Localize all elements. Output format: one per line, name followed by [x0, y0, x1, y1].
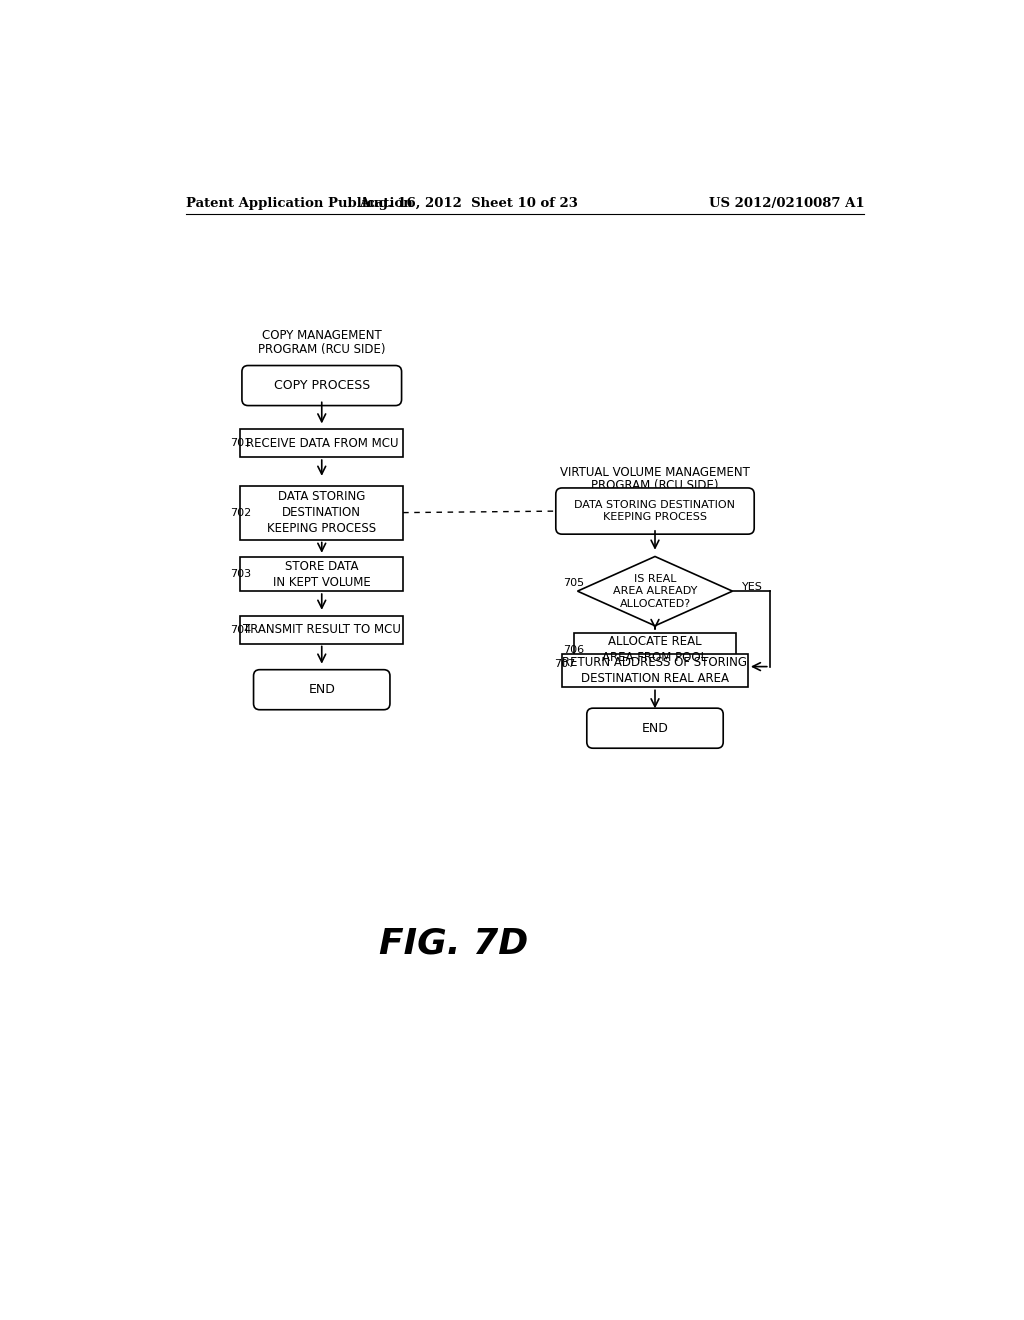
Text: PROGRAM (RCU SIDE): PROGRAM (RCU SIDE) [258, 343, 385, 356]
Text: TRANSMIT RESULT TO MCU: TRANSMIT RESULT TO MCU [243, 623, 400, 636]
Text: 704: 704 [230, 624, 252, 635]
Polygon shape [578, 557, 732, 626]
Text: RETURN ADDRESS OF STORING
DESTINATION REAL AREA: RETURN ADDRESS OF STORING DESTINATION RE… [562, 656, 748, 685]
Text: Aug. 16, 2012  Sheet 10 of 23: Aug. 16, 2012 Sheet 10 of 23 [359, 197, 579, 210]
Text: Patent Application Publication: Patent Application Publication [186, 197, 413, 210]
Bar [241, 557, 403, 591]
Text: US 2012/0210087 A1: US 2012/0210087 A1 [709, 197, 864, 210]
Bar [241, 429, 403, 457]
Text: END: END [642, 722, 669, 735]
Text: ALLOCATE REAL
AREA FROM POOL: ALLOCATE REAL AREA FROM POOL [602, 635, 708, 664]
Text: 706: 706 [563, 644, 585, 655]
Bar [241, 486, 403, 540]
Text: 707: 707 [554, 659, 575, 669]
Text: 701: 701 [230, 438, 252, 449]
Bar [241, 615, 403, 644]
Text: VIRTUAL VOLUME MANAGEMENT: VIRTUAL VOLUME MANAGEMENT [560, 466, 750, 479]
Text: COPY MANAGEMENT: COPY MANAGEMENT [262, 329, 382, 342]
FancyBboxPatch shape [254, 669, 390, 710]
Bar [562, 653, 748, 688]
Text: END: END [308, 684, 335, 696]
Text: 703: 703 [230, 569, 252, 579]
Text: DATA STORING DESTINATION
KEEPING PROCESS: DATA STORING DESTINATION KEEPING PROCESS [574, 500, 735, 523]
Text: DATA STORING
DESTINATION
KEEPING PROCESS: DATA STORING DESTINATION KEEPING PROCESS [267, 490, 376, 535]
Text: STORE DATA
IN KEPT VOLUME: STORE DATA IN KEPT VOLUME [272, 560, 371, 589]
FancyBboxPatch shape [242, 366, 401, 405]
Text: YES: YES [741, 582, 763, 591]
Text: FIG. 7D: FIG. 7D [379, 927, 528, 961]
Text: PROGRAM (RCU SIDE): PROGRAM (RCU SIDE) [591, 479, 719, 492]
Bar [573, 632, 736, 667]
FancyBboxPatch shape [556, 488, 755, 535]
Text: NO: NO [662, 634, 678, 643]
Text: 702: 702 [230, 508, 252, 517]
Text: COPY PROCESS: COPY PROCESS [273, 379, 370, 392]
Text: 705: 705 [563, 578, 585, 589]
Text: RECEIVE DATA FROM MCU: RECEIVE DATA FROM MCU [246, 437, 398, 450]
Text: IS REAL
AREA ALREADY
ALLOCATED?: IS REAL AREA ALREADY ALLOCATED? [612, 574, 697, 609]
FancyBboxPatch shape [587, 708, 723, 748]
